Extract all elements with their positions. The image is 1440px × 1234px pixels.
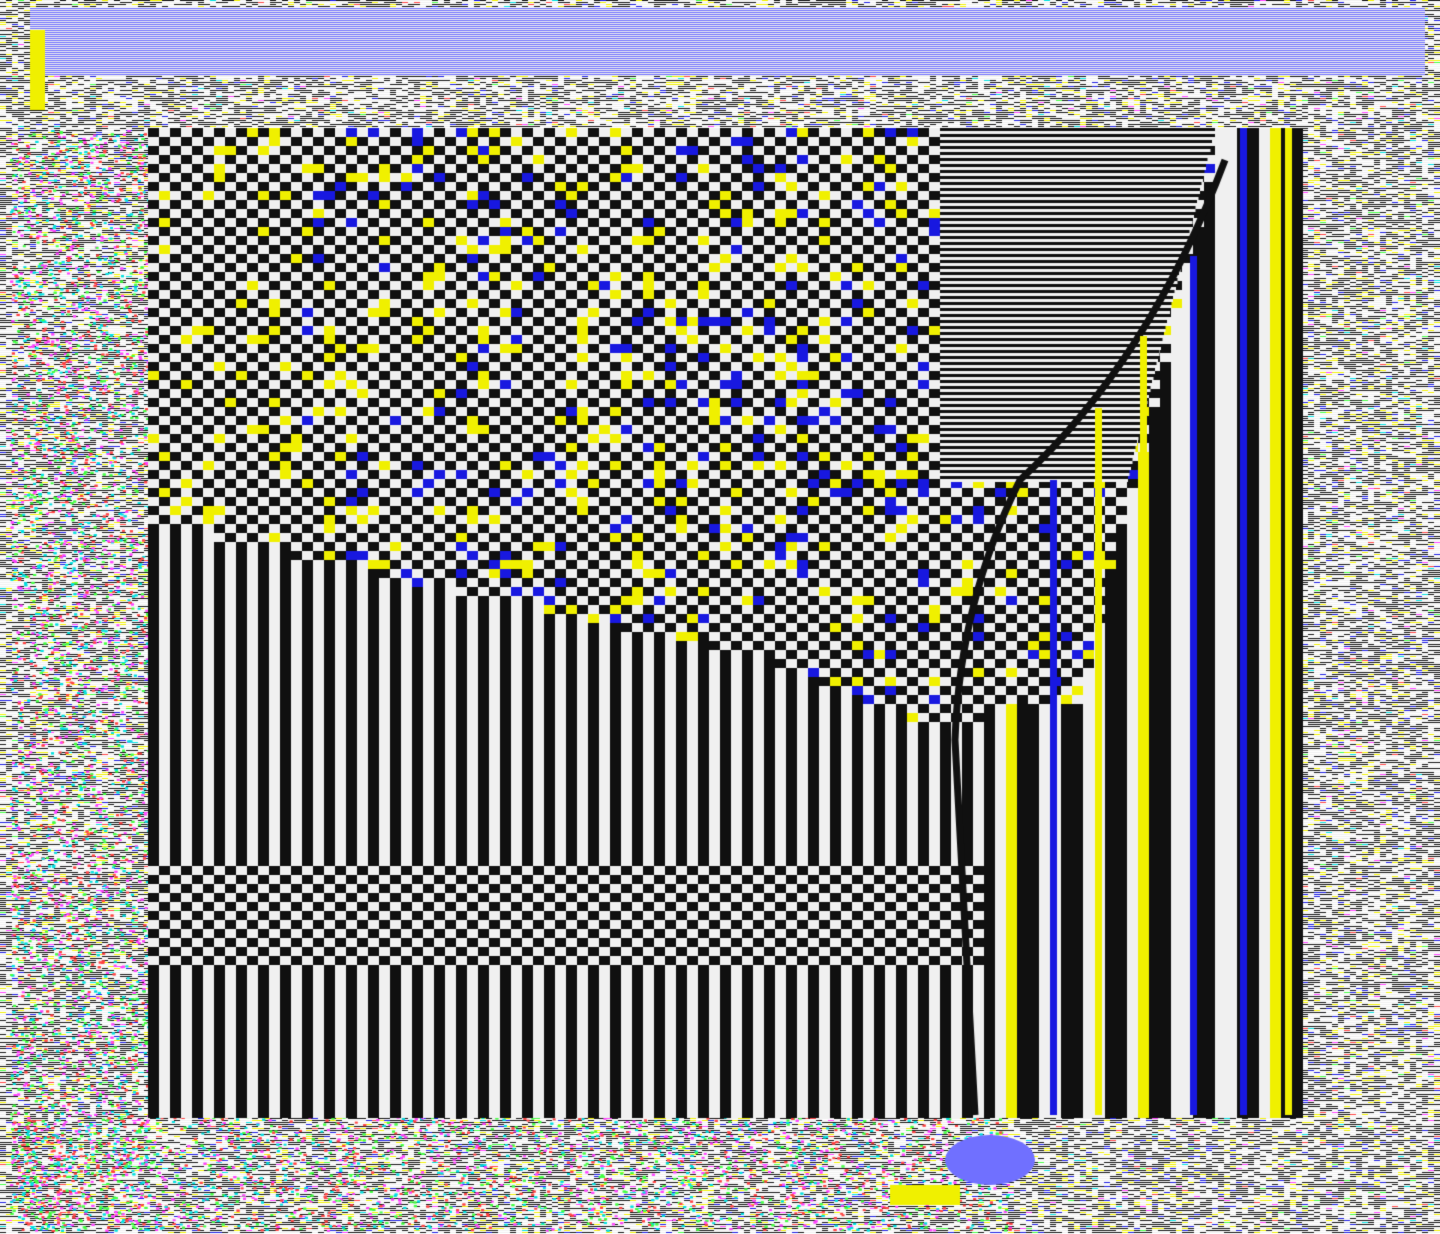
pattern-canvas xyxy=(0,0,1440,1234)
glitch-pattern-image xyxy=(0,0,1440,1234)
